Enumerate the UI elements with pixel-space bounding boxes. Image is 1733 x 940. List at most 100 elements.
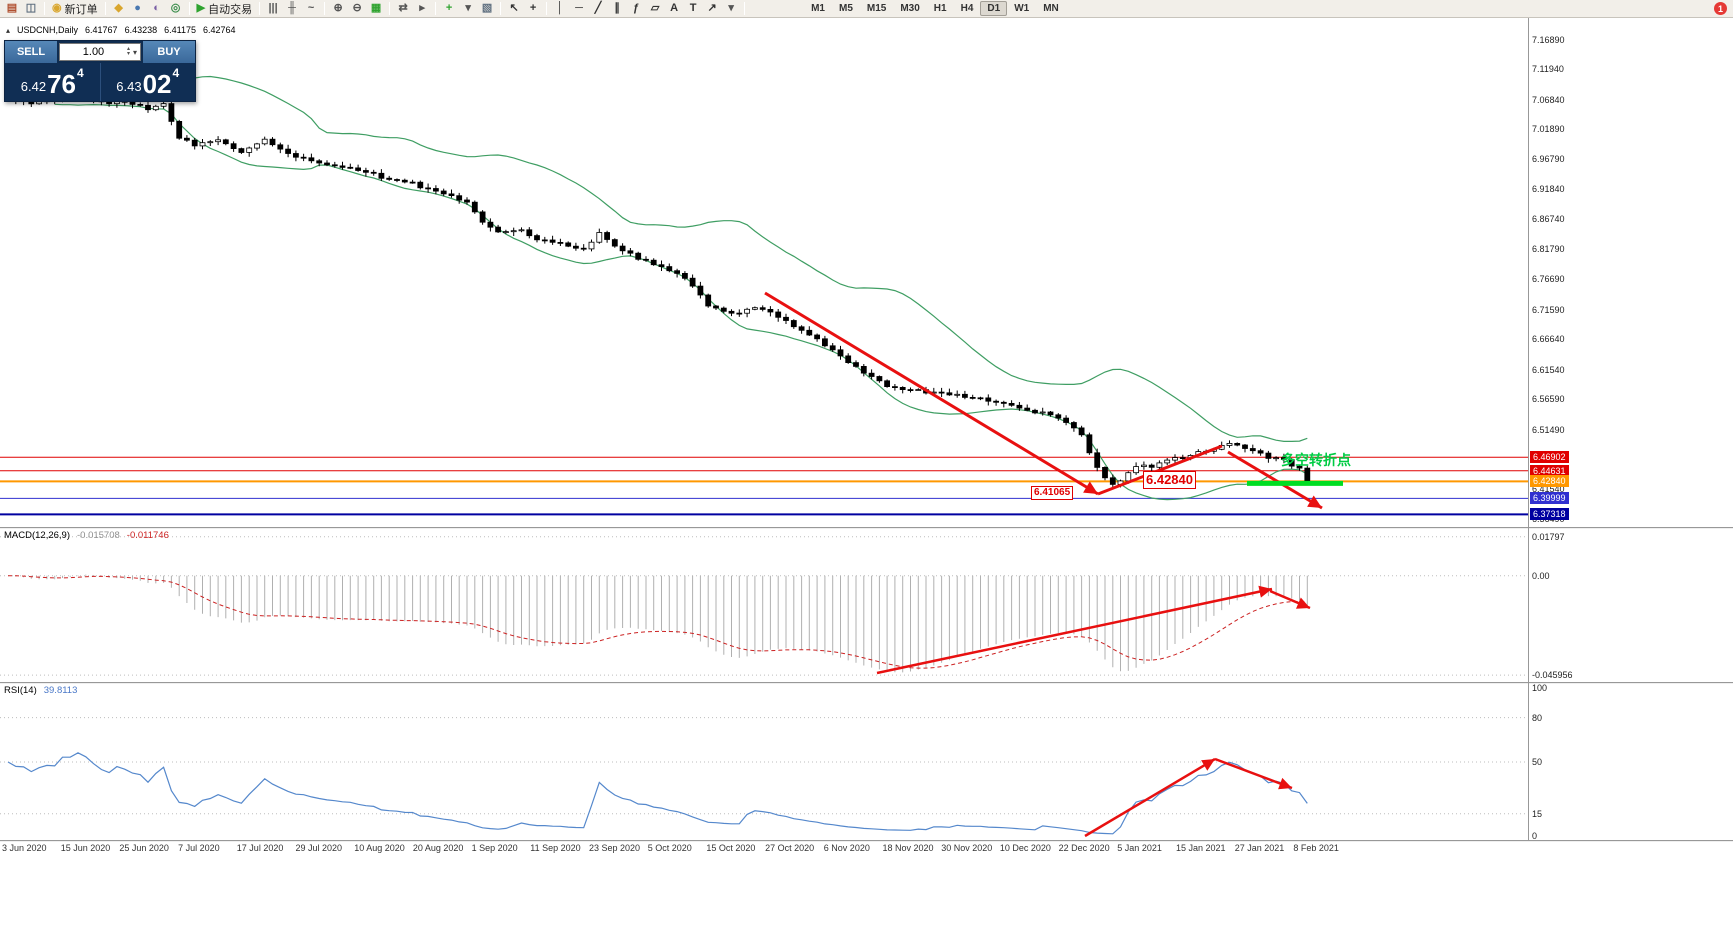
macd-panel-divider[interactable] (0, 527, 1733, 529)
zoom-out-icon-glyph: ⊖ (352, 2, 362, 14)
toolbar: ▤ ◫ ◉ 新订单 ◆ ● ◐ ◎ ▶ 自动交易 ||| ╫ ~ ⊕ ⊖ ▦ ⇄ ▸ + ▾ ▧ ↖ + │ ─ ╱ ∥ ƒ ▱ A T ↗ ▾… (0, 0, 1733, 18)
arrows-dropdown-icon[interactable]: ▾ (722, 1, 740, 17)
bar-chart-icon-glyph: ||| (268, 2, 278, 14)
timeframe-m30[interactable]: M30 (900, 3, 920, 14)
volume-spinner-down-icon[interactable]: ▾ (126, 51, 130, 57)
trendline-icon[interactable]: ╱ (589, 1, 607, 17)
window-list-icon[interactable]: ◫ (22, 1, 40, 17)
arrows-dropdown-icon-glyph: ▾ (728, 2, 734, 14)
trend-arrow[interactable] (1097, 444, 1223, 496)
macd-signal-line (7, 575, 1308, 669)
line-chart-icon-glyph: ~ (307, 2, 315, 14)
sell-button[interactable]: SELL (5, 41, 57, 63)
sell-price-pips: 76 (47, 69, 77, 99)
timeframe-m5[interactable]: M5 (838, 3, 853, 14)
buy-price-point: 4 (172, 66, 180, 80)
trend-arrow[interactable] (1084, 757, 1216, 838)
new-order-icon[interactable]: ◉ 新订单 (49, 1, 101, 17)
timeframe-h1[interactable]: H1 (933, 3, 947, 14)
timeframe-m1[interactable]: M1 (811, 3, 825, 14)
shapes-icon[interactable]: ▱ (646, 1, 664, 17)
tile-windows-icon[interactable]: ▦ (367, 1, 385, 17)
rsi-panel-divider[interactable] (0, 682, 1733, 684)
one-click-trading-panel: SELL 1.00 ▴ ▾ ▾ BUY 6.42 76 4 6.43 02 4 (4, 40, 196, 102)
autotrading-button[interactable]: ▶ 自动交易 (194, 1, 255, 17)
volume-spinner[interactable]: ▴ ▾ (126, 46, 130, 57)
channel-icon[interactable]: ∥ (608, 1, 626, 17)
alerts-icon[interactable]: ◆ (110, 1, 128, 17)
volume-spinner-up-icon[interactable]: ▴ (126, 46, 130, 52)
strategy-tester-icon[interactable]: ◎ (167, 1, 185, 17)
data-window-icon-glyph: ◐ (153, 2, 160, 14)
sell-price[interactable]: 6.42 76 4 (5, 63, 100, 101)
toolbar-separator (44, 2, 45, 15)
timeframe-mn[interactable]: MN (1043, 3, 1059, 14)
fibonacci-icon[interactable]: ƒ (627, 1, 645, 17)
channel-icon-glyph: ∥ (614, 2, 620, 14)
toolbar-separator (389, 2, 391, 15)
arrows-icon[interactable]: ↗ (703, 1, 721, 17)
zoom-out-icon[interactable]: ⊖ (348, 1, 366, 17)
timeframe-w1[interactable]: W1 (1014, 3, 1030, 14)
crosshair-icon-glyph: + (529, 2, 537, 14)
alerts-icon-glyph: ◆ (114, 2, 123, 14)
cursor-icon[interactable]: ↖ (505, 1, 523, 17)
macd-signal-value: -0.011746 (126, 530, 169, 541)
notification-badge[interactable]: 1 (1714, 2, 1727, 15)
data-window-icon[interactable]: ◐ (148, 1, 166, 17)
toolbar-separator (259, 2, 261, 15)
trade-panel-header: SELL 1.00 ▴ ▾ ▾ BUY (5, 41, 195, 63)
macd-label: MACD(12,26,9) (4, 530, 70, 541)
volume-value[interactable]: 1.00 (82, 46, 105, 58)
buy-price[interactable]: 6.43 02 4 (101, 63, 196, 101)
text-icon[interactable]: A (665, 1, 683, 17)
autotrading-button-glyph: ▶ (196, 2, 206, 14)
rsi-value: 39.8113 (43, 685, 78, 696)
chart-window-icon[interactable]: ▤ (3, 1, 21, 17)
trend-arrow[interactable] (764, 291, 1099, 496)
indicators-dropdown-icon-glyph: ▾ (465, 2, 471, 14)
auto-scroll-icon[interactable]: ⇄ (394, 1, 412, 17)
volume-dropdown-icon[interactable]: ▾ (132, 47, 137, 57)
candlestick-chart-icon[interactable]: ╫ (283, 1, 301, 17)
horizontal-line-icon[interactable]: ─ (570, 1, 588, 17)
text-icon-glyph: A (670, 2, 679, 14)
templates-icon-glyph: ▧ (481, 2, 493, 14)
tile-windows-icon-glyph: ▦ (370, 2, 382, 14)
buy-price-pips: 02 (142, 69, 172, 99)
zoom-in-icon[interactable]: ⊕ (329, 1, 347, 17)
sell-price-prefix: 6.42 (20, 79, 47, 94)
timeframe-toolbar: M1 M5 M15 M30 H1 H4 D1 W1 MN (804, 1, 1066, 16)
volume-input[interactable]: 1.00 ▴ ▾ ▾ (59, 43, 141, 61)
line-chart-icon[interactable]: ~ (302, 1, 320, 17)
chart-title-icon: ▴ (6, 25, 11, 35)
ohlc-high: 6.43238 (124, 25, 158, 35)
timeframe-d1[interactable]: D1 (980, 1, 1008, 16)
trend-arrow[interactable] (876, 585, 1273, 675)
bar-chart-icon[interactable]: ||| (264, 1, 282, 17)
timeframe-h4[interactable]: H4 (960, 3, 974, 14)
toolbar-separator (546, 2, 548, 15)
arrows-icon-glyph: ↗ (707, 2, 717, 14)
vertical-line-icon[interactable]: │ (551, 1, 569, 17)
candlestick-chart-icon-glyph: ╫ (288, 2, 296, 14)
indicators-button[interactable]: + (440, 1, 458, 17)
toolbar-separator (188, 2, 190, 15)
templates-icon[interactable]: ▧ (478, 1, 496, 17)
crosshair-icon[interactable]: + (524, 1, 542, 17)
label-icon[interactable]: T (684, 1, 702, 17)
trend-arrow[interactable] (1269, 589, 1311, 610)
market-watch-icon-glyph: ● (134, 2, 141, 14)
buy-button[interactable]: BUY (143, 41, 195, 63)
indicators-dropdown-icon[interactable]: ▾ (459, 1, 477, 17)
timeframe-m15[interactable]: M15 (866, 3, 887, 14)
trend-arrow[interactable] (1214, 757, 1293, 790)
trend-arrow[interactable] (1227, 450, 1323, 510)
chart-shift-icon[interactable]: ▸ (413, 1, 431, 17)
autotrading-button-label: 自动交易 (208, 3, 253, 16)
bollinger-upper-band (54, 75, 1308, 442)
auto-scroll-icon-glyph: ⇄ (398, 2, 408, 14)
market-watch-icon[interactable]: ● (129, 1, 147, 17)
